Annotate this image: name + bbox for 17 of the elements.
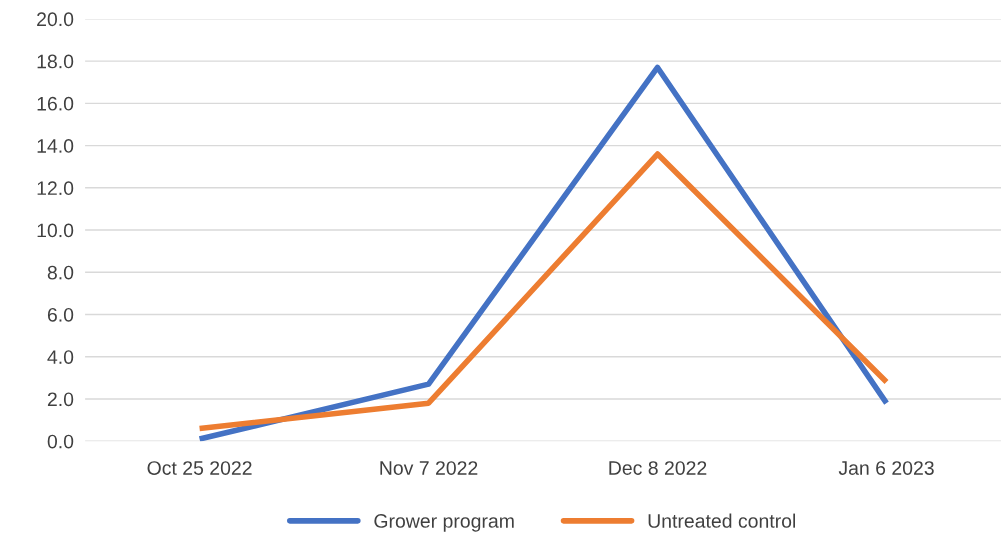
- x-tick-label: Oct 25 2022: [147, 461, 252, 475]
- y-tick-label: 10.0: [37, 223, 74, 238]
- y-tick-label: 20.0: [37, 12, 74, 27]
- x-tick-label: Jan 6 2023: [838, 461, 934, 475]
- x-tick-label: Nov 7 2022: [380, 461, 478, 475]
- y-tick-label: 14.0: [37, 139, 74, 153]
- legend-label: Untreated control: [648, 513, 796, 528]
- y-tick-label: 2.0: [47, 392, 74, 407]
- y-tick-label: 12.0: [37, 181, 74, 196]
- x-tick-label: Dec 8 2022: [609, 461, 707, 475]
- y-tick-label: 0.0: [47, 434, 74, 449]
- legend-label: Grower program: [374, 514, 514, 532]
- y-tick-label: 8.0: [47, 265, 74, 280]
- y-tick-label: 6.0: [47, 307, 74, 322]
- y-tick-label: 18.0: [37, 54, 74, 69]
- y-tick-label: 16.0: [37, 96, 74, 111]
- y-tick-label: 4.0: [47, 350, 74, 364]
